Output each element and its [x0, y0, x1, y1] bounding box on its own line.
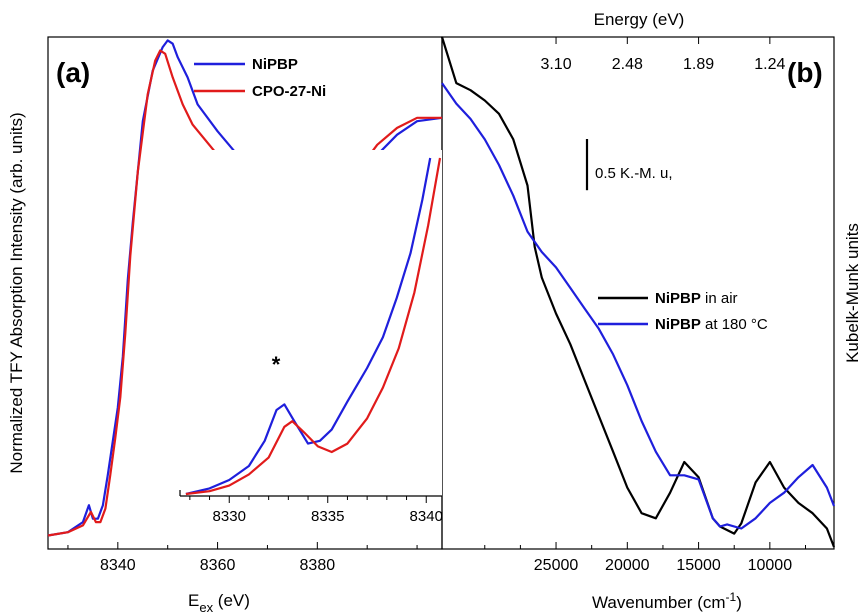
panel-b-top-tick-label: 1.89: [683, 56, 714, 73]
panel-b-x-tick-label: 15000: [676, 557, 721, 574]
panel-b-legend: NiPBP in air NiPBP at 180 °C: [598, 290, 768, 333]
inset-plot: 8330 8335 8340 *: [179, 150, 443, 525]
b-x-title-sup: -1: [726, 590, 737, 604]
legend-label-cpo: CPO-27-Ni: [252, 83, 326, 100]
scale-bar-label: 0.5 K.-M. u,: [595, 165, 673, 182]
panel-b-top-tick-label: 3.10: [540, 56, 571, 73]
x-title-main: E: [188, 591, 199, 610]
x-title-sub: ex: [199, 600, 213, 615]
inset-x-tick-label: 8335: [311, 508, 344, 525]
panel-a-x-tick-label: 8360: [200, 557, 236, 574]
legend-label-180: NiPBP at 180 °C: [655, 316, 768, 333]
panel-b-top-tick-label: 2.48: [612, 56, 643, 73]
panel-b-top-tick-label: 1.24: [754, 56, 785, 73]
inset-lines: [185, 157, 442, 496]
legend-air-suffix: in air: [701, 290, 738, 307]
panel-b-top-ticks: 3.10 2.48 1.89 1.24: [540, 37, 786, 73]
legend-180-name: NiPBP: [655, 316, 701, 333]
legend-180-suffix: at 180 °C: [701, 316, 768, 333]
inset-annotation: *: [272, 352, 281, 377]
panel-b-x-ticks: 25000 20000 15000 10000: [484, 542, 806, 574]
panel-b-x-tick-label: 25000: [534, 557, 579, 574]
legend-label-nipbp: NiPBP: [252, 56, 298, 73]
panel-b-x-tick-label: 20000: [605, 557, 650, 574]
panel-a-x-ticks: 8340 8360 8380: [67, 542, 418, 574]
panel-a-y-axis-title: Normalized TFY Absorption Intensity (arb…: [7, 112, 26, 473]
panel-b-top-axis-title: Energy (eV): [594, 10, 685, 29]
inset-x-ticks: 8330 8335 8340: [189, 496, 443, 525]
x-title-unit: (eV): [213, 591, 250, 610]
b-x-title-close: ): [736, 593, 742, 612]
panel-a-x-axis-title: Eex (eV): [188, 591, 250, 615]
inset-background: [180, 150, 442, 496]
panel-b-x-axis-title: Wavenumber (cm-1): [592, 590, 742, 612]
panel-b-series-line: [440, 36, 836, 548]
legend-air-name: NiPBP: [655, 290, 701, 307]
panel-a-label: (a): [56, 57, 90, 88]
legend-label-air: NiPBP in air: [655, 290, 738, 307]
panel-b-label: (b): [787, 57, 823, 88]
b-x-title-main: Wavenumber (cm: [592, 593, 726, 612]
panel-b-x-tick-label: 10000: [748, 557, 793, 574]
panel-a-x-tick-label: 8340: [100, 557, 136, 574]
inset-x-tick-label: 8340: [410, 508, 443, 525]
panel-a-x-tick-label: 8380: [300, 557, 336, 574]
inset-x-tick-label: 8330: [213, 508, 246, 525]
panel-a-legend: NiPBP CPO-27-Ni: [194, 56, 326, 100]
panel-b-y-axis-title: Kubelk-Munk units: [843, 223, 862, 363]
panel-b-lines: [440, 36, 836, 548]
inset-series-line: [185, 157, 442, 496]
panel-b-series-line: [441, 82, 836, 530]
scale-bar: 0.5 K.-M. u,: [585, 139, 673, 191]
